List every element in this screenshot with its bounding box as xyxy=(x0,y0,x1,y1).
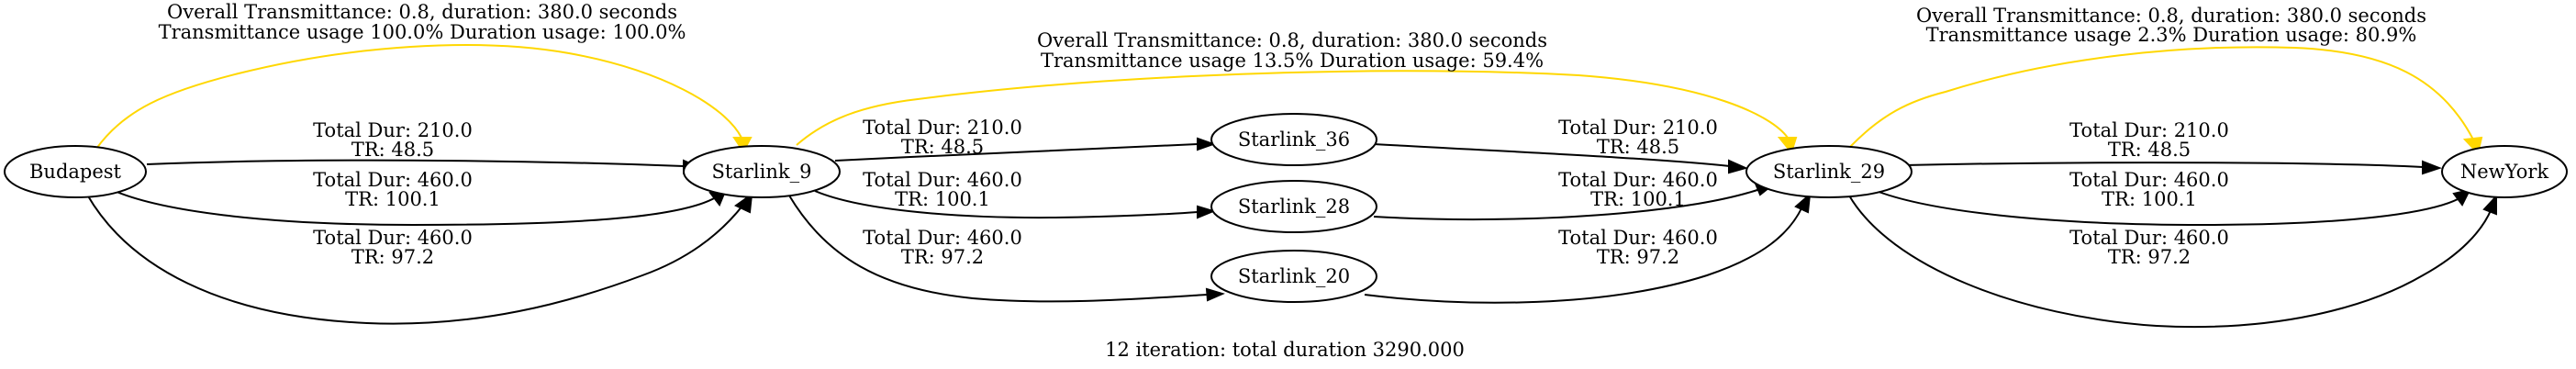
node-budapest[interactable]: Budapest xyxy=(4,145,147,198)
edge-label-starlink9-starlink36-line2: TR: 48.5 xyxy=(901,136,984,158)
node-ellipse xyxy=(2441,145,2568,198)
arrowhead xyxy=(2422,160,2442,175)
edge-label-starlink9-starlink36-line1: Total Dur: 210.0 xyxy=(863,117,1022,139)
arrowhead xyxy=(2452,188,2471,207)
edge-starlink36-starlink29 xyxy=(1373,143,1731,167)
node-ellipse xyxy=(1210,180,1377,233)
highlight-label-budapest-starlink9-line2: Transmittance usage 100.0% Duration usag… xyxy=(159,21,686,43)
node-starlink-9[interactable]: Starlink_9 xyxy=(683,145,841,198)
node-ellipse xyxy=(4,145,147,198)
edge-label-starlink9-starlink28-line1: Total Dur: 460.0 xyxy=(863,169,1022,191)
edge-label-starlink29-newyork-b-line2: TR: 100.1 xyxy=(2102,188,2197,210)
edge-label-starlink28-starlink29-line2: TR: 100.1 xyxy=(1590,188,1686,210)
edge-label-starlink29-newyork-a-line1: Total Dur: 210.0 xyxy=(2069,119,2229,141)
arrowhead xyxy=(2482,194,2497,216)
edge-label-starlink20-starlink29-line2: TR: 97.2 xyxy=(1597,246,1679,268)
edge-labels: Total Dur: 210.0 TR: 48.5 Total Dur: 460… xyxy=(313,117,2229,268)
edge-label-starlink29-newyork-c-line1: Total Dur: 460.0 xyxy=(2069,227,2229,249)
edge-starlink29-newyork-a xyxy=(1903,162,2424,168)
edge-label-starlink29-newyork-b-line1: Total Dur: 460.0 xyxy=(2069,169,2229,191)
edge-label-starlink9-starlink20-line1: Total Dur: 460.0 xyxy=(863,227,1022,249)
edge-label-starlink28-starlink29-line1: Total Dur: 460.0 xyxy=(1558,169,1718,191)
node-label: Starlink_29 xyxy=(1773,161,1885,183)
edge-starlink29-newyork-b xyxy=(1873,189,2460,227)
edge-label-budapest-starlink9-c-line1: Total Dur: 460.0 xyxy=(313,227,473,249)
edge-starlink9-starlink36 xyxy=(834,143,1199,162)
edge-label-starlink20-starlink29-line1: Total Dur: 460.0 xyxy=(1558,227,1718,249)
highlight-edge-starlink9-starlink29 xyxy=(796,70,1789,146)
highlight-label-starlink29-newyork-line1: Overall Transmittance: 0.8, duration: 38… xyxy=(1916,5,2426,27)
node-label: NewYork xyxy=(2460,161,2548,183)
node-label: Budapest xyxy=(29,161,122,183)
edge-starlink29-newyork-c xyxy=(1848,195,2492,329)
node-ellipse xyxy=(1210,113,1377,166)
node-newyork[interactable]: NewYork xyxy=(2441,145,2568,198)
node-label: Starlink_36 xyxy=(1238,129,1350,151)
node-starlink-36[interactable]: Starlink_36 xyxy=(1210,113,1377,166)
edge-label-budapest-starlink9-b-line1: Total Dur: 460.0 xyxy=(313,169,473,191)
arrowhead xyxy=(1205,287,1225,302)
highlight-arrowhead-starlink9 xyxy=(732,137,753,153)
edge-label-starlink9-starlink20-line2: TR: 97.2 xyxy=(901,246,984,268)
edge-budapest-starlink9-b xyxy=(107,187,717,227)
edge-label-starlink29-newyork-a-line2: TR: 48.5 xyxy=(2108,139,2191,161)
arrowhead xyxy=(1728,159,1748,174)
edge-label-budapest-starlink9-b-line2: TR: 100.1 xyxy=(345,188,440,210)
node-starlink-28[interactable]: Starlink_28 xyxy=(1210,180,1377,233)
node-ellipse xyxy=(1745,145,1912,198)
edge-starlink9-starlink28 xyxy=(814,190,1199,219)
arrowhead xyxy=(1197,137,1217,151)
node-ellipse xyxy=(683,145,841,198)
nodes: Budapest Starlink_9 Starlink_36 Starlink… xyxy=(4,113,2568,303)
highlight-labels: Overall Transmittance: 0.8, duration: 38… xyxy=(159,1,2426,72)
highlight-label-budapest-starlink9-line1: Overall Transmittance: 0.8, duration: 38… xyxy=(167,1,677,23)
arrowhead xyxy=(1794,192,1812,214)
highlight-label-starlink29-newyork-line2: Transmittance usage 2.3% Duration usage:… xyxy=(1926,24,2417,46)
edge-label-starlink9-starlink28-line2: TR: 100.1 xyxy=(895,188,990,210)
highlight-edge-starlink29-newyork xyxy=(1849,46,2474,148)
node-label: Starlink_28 xyxy=(1238,196,1350,218)
highlight-label-starlink9-starlink29-line1: Overall Transmittance: 0.8, duration: 38… xyxy=(1037,29,1547,51)
edge-budapest-starlink9-a xyxy=(146,159,685,167)
node-starlink-20[interactable]: Starlink_20 xyxy=(1210,250,1377,303)
graph-caption: 12 iteration: total duration 3290.000 xyxy=(1105,339,1465,361)
edge-budapest-starlink9-c xyxy=(86,194,744,325)
edge-label-starlink36-starlink29-line1: Total Dur: 210.0 xyxy=(1558,117,1718,139)
edge-label-starlink29-newyork-c-line2: TR: 97.2 xyxy=(2108,246,2191,268)
node-ellipse xyxy=(1210,250,1377,303)
edge-starlink20-starlink29 xyxy=(1364,206,1803,304)
edge-label-starlink36-starlink29-line2: TR: 48.5 xyxy=(1597,136,1679,158)
arrowhead xyxy=(734,192,753,214)
edge-starlink9-starlink20 xyxy=(788,195,1208,303)
node-label: Starlink_9 xyxy=(712,161,812,183)
node-starlink-29[interactable]: Starlink_29 xyxy=(1745,145,1912,198)
route-edges xyxy=(86,137,2497,329)
edge-starlink28-starlink29 xyxy=(1373,188,1761,221)
edge-label-budapest-starlink9-a-line1: Total Dur: 210.0 xyxy=(313,119,473,141)
highlight-edge-budapest-starlink9 xyxy=(95,44,742,150)
highlight-label-starlink9-starlink29-line2: Transmittance usage 13.5% Duration usage… xyxy=(1041,50,1544,72)
edge-label-budapest-starlink9-a-line2: TR: 48.5 xyxy=(351,139,434,161)
node-label: Starlink_20 xyxy=(1238,265,1350,287)
edge-label-budapest-starlink9-c-line2: TR: 97.2 xyxy=(351,246,434,268)
arrowhead xyxy=(1197,205,1217,219)
